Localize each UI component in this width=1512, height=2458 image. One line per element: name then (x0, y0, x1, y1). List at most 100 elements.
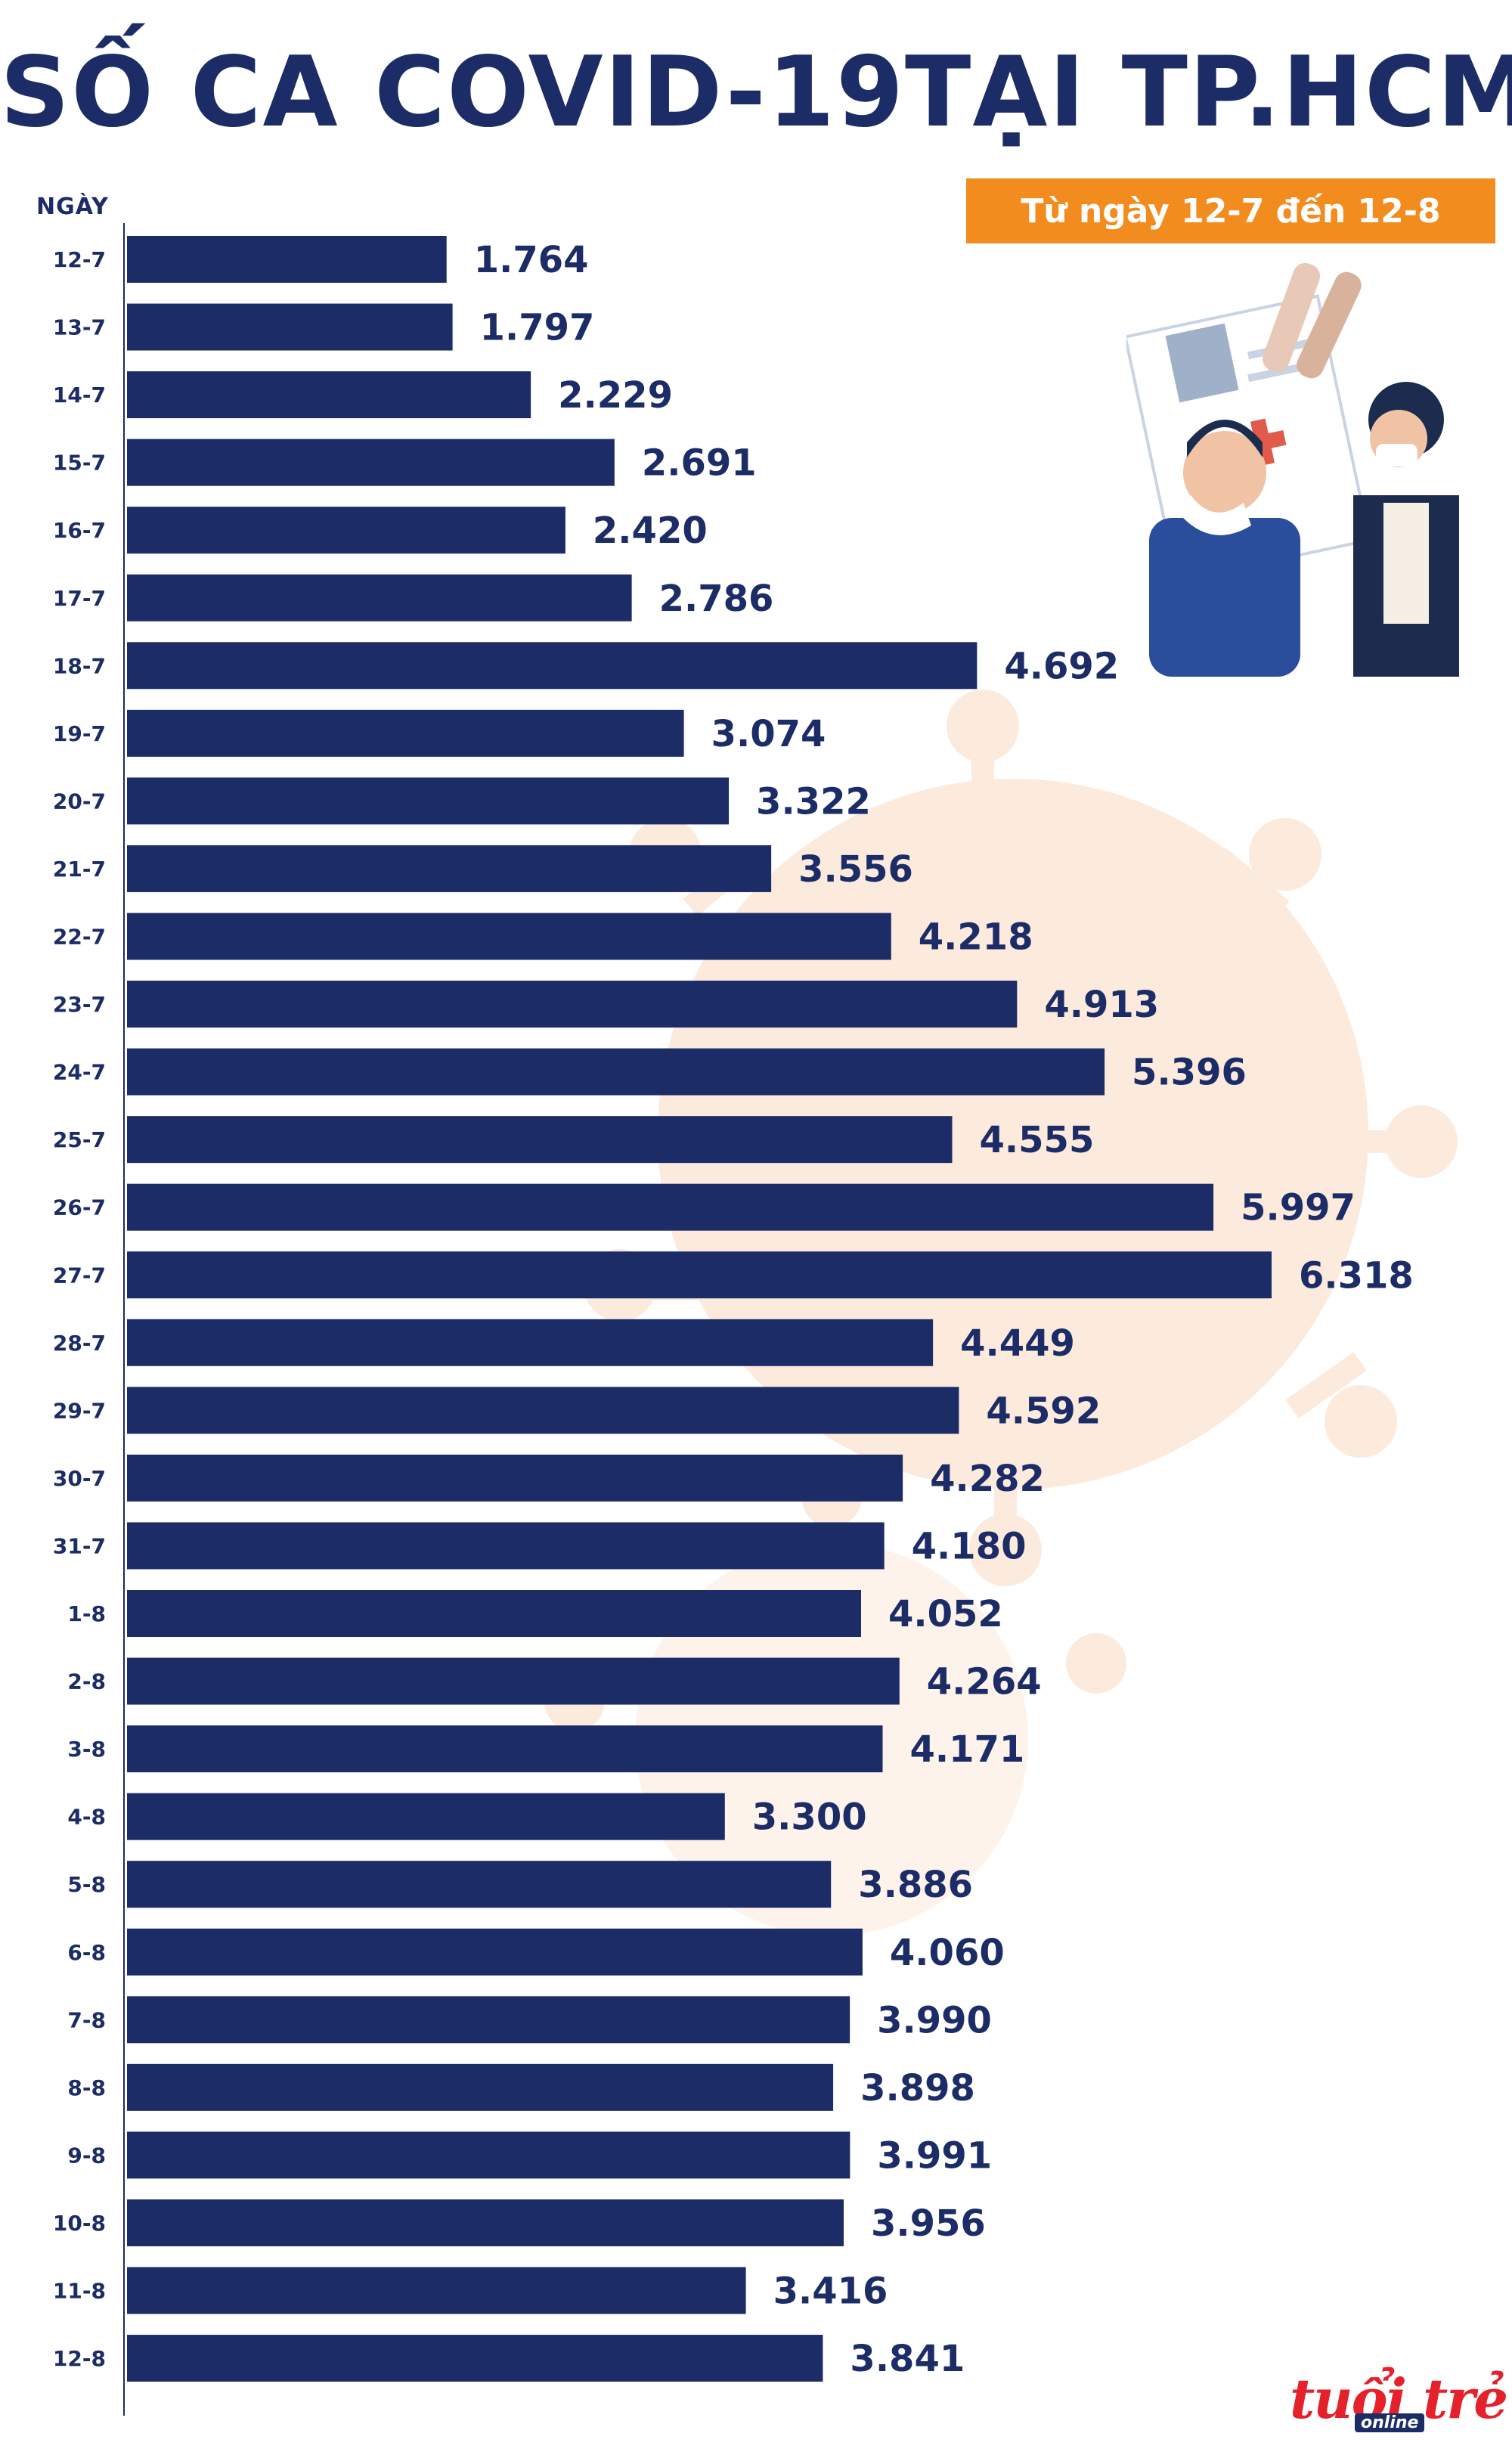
bar (127, 2063, 834, 2111)
value-label: 4.555 (980, 1119, 1095, 1161)
bar (127, 1048, 1105, 1096)
value-label: 4.052 (888, 1593, 1003, 1635)
category-label: 2-8 (67, 1669, 106, 1694)
category-label: 4-8 (67, 1805, 106, 1830)
category-label: 9-8 (67, 2143, 106, 2168)
value-label: 3.841 (850, 2338, 965, 2380)
category-label: 27-7 (53, 1263, 106, 1288)
bar (127, 2267, 746, 2314)
bar (127, 2131, 850, 2179)
value-label: 4.060 (890, 1932, 1005, 1974)
category-label: 15-7 (53, 451, 106, 476)
bar (127, 1928, 863, 1976)
value-label: 5.997 (1241, 1187, 1356, 1229)
bar (127, 642, 978, 690)
bar (127, 371, 531, 419)
bar (127, 1725, 883, 1773)
category-label: 1-8 (67, 1601, 106, 1626)
value-label: 4.592 (986, 1390, 1101, 1432)
category-label: 21-7 (53, 857, 106, 882)
bar (127, 709, 684, 757)
value-label: 2.691 (642, 442, 757, 485)
value-label: 4.180 (912, 1525, 1027, 1567)
category-label: 23-7 (53, 992, 106, 1017)
bar (127, 913, 891, 960)
sick-people-illustration (1126, 262, 1459, 677)
bar (127, 1319, 934, 1366)
value-label: 6.318 (1299, 1254, 1414, 1297)
bar (127, 981, 1018, 1028)
value-label: 1.764 (474, 239, 589, 281)
tuoi-tre-logo: tuổi trẻ online (1290, 2367, 1508, 2442)
value-label: 4.264 (927, 1661, 1042, 1703)
bar (127, 1590, 861, 1637)
bar (127, 439, 615, 486)
bar (127, 507, 565, 554)
value-label: 3.990 (877, 1999, 992, 2041)
category-label: 26-7 (53, 1195, 106, 1220)
category-label: 7-8 (67, 2007, 106, 2032)
value-label: 4.449 (960, 1322, 1075, 1365)
category-label: 11-8 (53, 2279, 106, 2304)
bar (127, 1793, 725, 1840)
value-label: 3.416 (773, 2270, 888, 2313)
bar (127, 1657, 900, 1705)
value-label: 3.074 (711, 713, 826, 755)
bar (127, 1996, 850, 2044)
bar (127, 845, 772, 892)
bar (127, 1861, 832, 1908)
bar (127, 1251, 1272, 1299)
value-label: 3.956 (871, 2202, 986, 2245)
category-label: 17-7 (53, 586, 106, 611)
bar (127, 2335, 823, 2382)
category-label: 5-8 (67, 1872, 106, 1897)
bar (127, 2199, 844, 2246)
page-title: SỐ CA COVID-19TẠI TP.HCM (0, 36, 1512, 149)
bar (127, 1387, 959, 1434)
bar (127, 303, 453, 351)
category-label: 25-7 (53, 1127, 106, 1152)
bar (127, 1116, 953, 1164)
value-label: 3.322 (756, 780, 871, 823)
value-label: 3.300 (752, 1796, 867, 1839)
category-label: 16-7 (53, 518, 106, 543)
value-label: 3.898 (860, 2067, 975, 2109)
category-label: 6-8 (67, 1940, 106, 1965)
value-label: 4.282 (930, 1458, 1045, 1500)
category-label: 30-7 (53, 1466, 106, 1491)
value-label: 2.786 (659, 578, 774, 620)
value-label: 3.991 (877, 2134, 992, 2177)
value-label: 4.913 (1044, 984, 1159, 1026)
category-label: 8-8 (67, 2075, 106, 2100)
value-label: 2.229 (558, 374, 673, 417)
value-label: 3.886 (858, 1864, 973, 1906)
bar (127, 1522, 885, 1570)
value-label: 5.396 (1132, 1052, 1247, 1094)
category-label: 13-7 (53, 315, 106, 340)
category-label: 31-7 (53, 1533, 106, 1558)
category-label: 12-8 (53, 2346, 106, 2371)
value-label: 3.556 (798, 848, 913, 891)
category-label: 18-7 (53, 653, 106, 678)
category-label: 20-7 (53, 789, 106, 814)
category-label: 28-7 (53, 1331, 106, 1356)
date-axis-label: NGÀY (36, 194, 109, 220)
category-label: 22-7 (53, 925, 106, 950)
bar (127, 574, 632, 621)
value-label: 4.218 (919, 916, 1033, 959)
date-range-badge: Từ ngày 12-7 đến 12-8 (966, 178, 1495, 243)
value-label: 4.171 (910, 1728, 1025, 1771)
category-label: 29-7 (53, 1398, 106, 1423)
value-label: 1.797 (480, 307, 595, 349)
category-label: 3-8 (67, 1737, 106, 1762)
bar (127, 1454, 903, 1502)
category-label: 12-7 (53, 247, 106, 272)
category-label: 14-7 (53, 383, 106, 408)
category-label: 24-7 (53, 1060, 106, 1085)
category-label: 10-8 (53, 2211, 106, 2236)
logo-sub-text: online (1355, 2413, 1425, 2432)
value-label: 4.692 (1004, 645, 1119, 687)
bar (127, 1183, 1214, 1231)
category-label: 19-7 (53, 721, 106, 746)
